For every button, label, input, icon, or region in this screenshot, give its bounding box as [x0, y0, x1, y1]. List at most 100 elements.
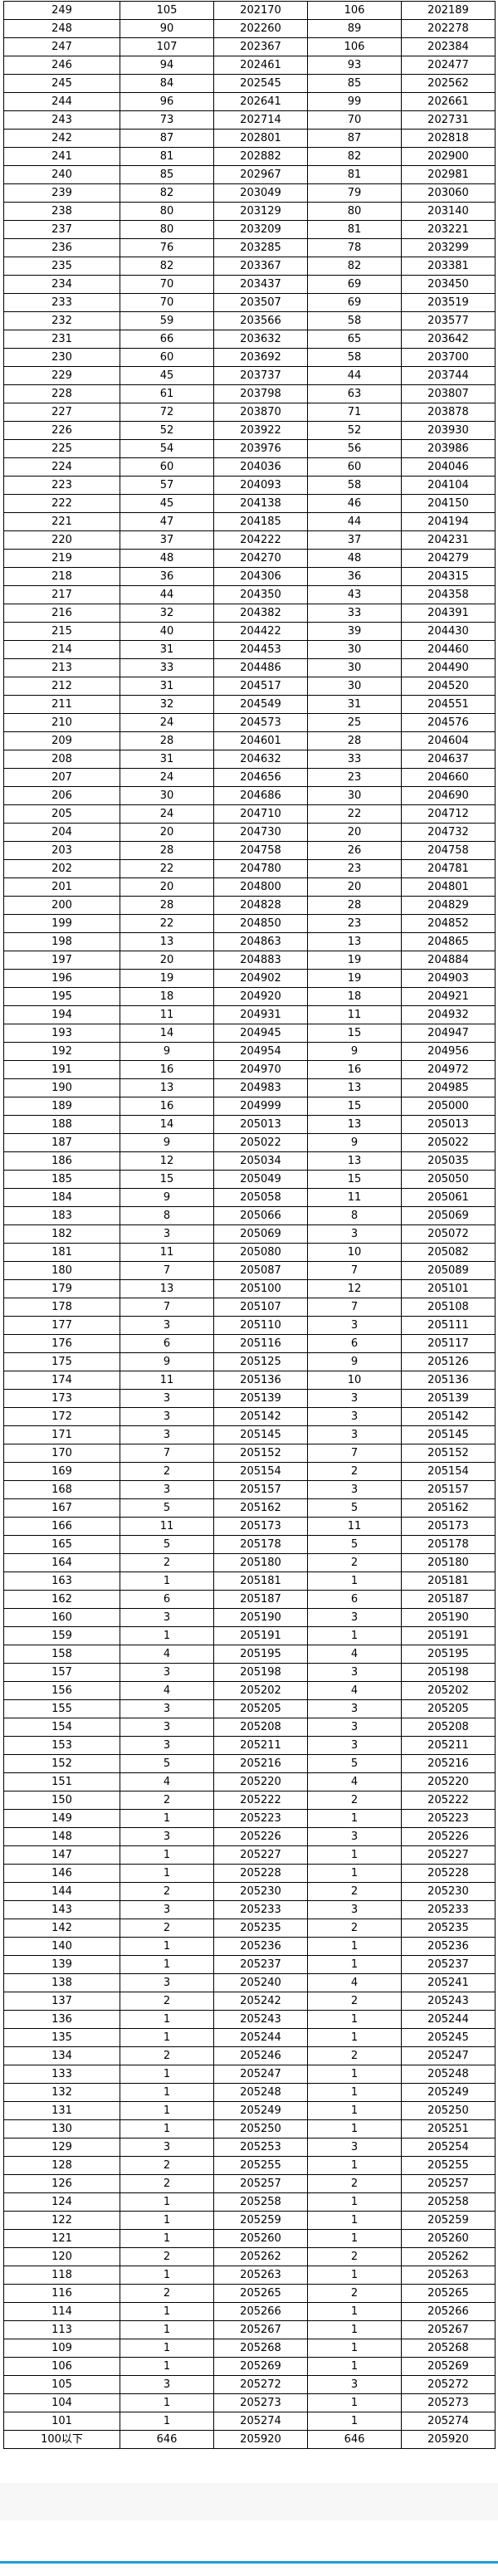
score-cell: 182	[3, 1224, 120, 1244]
table-row: 240 85 202967 81 202981	[3, 165, 496, 184]
score-cell: 196	[3, 969, 120, 988]
count-cell-2: 48	[307, 549, 402, 568]
cumulative-cell-1: 202170	[213, 1, 308, 20]
count-cell-2: 7	[307, 1261, 402, 1280]
count-cell-1: 2	[120, 1791, 214, 1810]
cumulative-cell-2: 205162	[401, 1498, 496, 1518]
count-cell-2: 18	[307, 987, 402, 1006]
count-cell-2: 69	[307, 275, 402, 294]
score-cell: 220	[3, 530, 120, 550]
cumulative-cell-2: 202189	[401, 1, 496, 20]
cumulative-cell-2: 205136	[401, 1371, 496, 1390]
count-cell-2: 3	[307, 1407, 402, 1426]
score-cell: 118	[3, 2266, 120, 2285]
table-row: 171 3 205145 3 205145	[3, 1425, 496, 1444]
table-row: 239 82 203049 79 203060	[3, 183, 496, 203]
table-row: 144 2 205230 2 205230	[3, 1882, 496, 1901]
table-row: 175 9 205125 9 205126	[3, 1352, 496, 1371]
cumulative-cell-1: 205222	[213, 1791, 308, 1810]
count-cell-2: 44	[307, 512, 402, 531]
count-cell-2: 3	[307, 1389, 402, 1408]
table-row: 186 12 205034 13 205035	[3, 1151, 496, 1171]
count-cell-2: 1	[307, 2028, 402, 2047]
score-cell: 240	[3, 165, 120, 184]
score-cell: 137	[3, 1992, 120, 2011]
table-row: 179 13 205100 12 205101	[3, 1279, 496, 1298]
cumulative-cell-2: 204660	[401, 768, 496, 787]
count-cell-2: 15	[307, 1024, 402, 1043]
cumulative-cell-1: 204093	[213, 476, 308, 495]
table-row: 104 1 205273 1 205273	[3, 2393, 496, 2412]
table-row: 201 20 204800 20 204801	[3, 877, 496, 897]
cumulative-cell-1: 204883	[213, 951, 308, 970]
cumulative-cell-2: 205050	[401, 1170, 496, 1189]
count-cell-1: 1	[120, 1572, 214, 1591]
count-cell-1: 1	[120, 1937, 214, 1956]
table-row: 155 3 205205 3 205205	[3, 1699, 496, 1718]
count-cell-1: 36	[120, 567, 214, 586]
count-cell-2: 58	[307, 311, 402, 330]
table-row: 238 80 203129 80 203140	[3, 202, 496, 221]
cumulative-cell-2: 205227	[401, 1845, 496, 1865]
cumulative-cell-1: 204036	[213, 457, 308, 477]
cumulative-cell-1: 204270	[213, 549, 308, 568]
table-row: 160 3 205190 3 205190	[3, 1608, 496, 1627]
score-cell: 199	[3, 914, 120, 933]
cumulative-cell-1: 202641	[213, 92, 308, 111]
count-cell-2: 43	[307, 585, 402, 604]
cumulative-cell-2: 205259	[401, 2211, 496, 2230]
count-cell-2: 56	[307, 439, 402, 458]
cumulative-cell-2: 205205	[401, 1699, 496, 1718]
count-cell-2: 23	[307, 768, 402, 787]
count-cell-1: 1	[120, 2266, 214, 2285]
score-cell: 135	[3, 2028, 120, 2047]
count-cell-2: 1	[307, 2065, 402, 2084]
cumulative-cell-2: 204358	[401, 585, 496, 604]
score-cell: 116	[3, 2284, 120, 2303]
score-cell: 170	[3, 1444, 120, 1463]
count-cell-1: 2	[120, 1462, 214, 1481]
cumulative-cell-2: 205269	[401, 2357, 496, 2376]
count-cell-2: 1	[307, 2156, 402, 2175]
count-cell-1: 1	[120, 2010, 214, 2029]
table-row: 149 1 205223 1 205223	[3, 1809, 496, 1828]
cumulative-cell-2: 205082	[401, 1243, 496, 1262]
count-cell-2: 30	[307, 786, 402, 805]
score-cell: 215	[3, 622, 120, 641]
cumulative-cell-2: 205089	[401, 1261, 496, 1280]
count-cell-2: 106	[307, 37, 402, 56]
count-cell-1: 20	[120, 951, 214, 970]
score-cell: 185	[3, 1170, 120, 1189]
cumulative-cell-1: 205267	[213, 2320, 308, 2339]
count-cell-1: 9	[120, 1352, 214, 1371]
table-row: 231 66 203632 65 203642	[3, 330, 496, 349]
count-cell-1: 3	[120, 1608, 214, 1627]
cumulative-cell-2: 205022	[401, 1133, 496, 1152]
count-cell-2: 1	[307, 1809, 402, 1828]
count-cell-1: 14	[120, 1024, 214, 1043]
table-row: 191 16 204970 16 204972	[3, 1060, 496, 1079]
cumulative-cell-1: 204828	[213, 896, 308, 915]
cumulative-cell-2: 205152	[401, 1444, 496, 1463]
score-cell: 152	[3, 1754, 120, 1773]
count-cell-1: 3	[120, 1699, 214, 1718]
count-cell-2: 46	[307, 494, 402, 513]
cumulative-cell-2: 203519	[401, 293, 496, 312]
table-row: 203 28 204758 26 204758	[3, 841, 496, 860]
table-row: 223 57 204093 58 204104	[3, 476, 496, 495]
count-cell-2: 30	[307, 658, 402, 677]
score-cell: 225	[3, 439, 120, 458]
score-cell: 235	[3, 257, 120, 276]
table-row: 130 1 205250 1 205251	[3, 2119, 496, 2139]
score-cell: 194	[3, 1005, 120, 1024]
table-row: 131 1 205249 1 205250	[3, 2101, 496, 2120]
score-cell: 193	[3, 1024, 120, 1043]
footer-band	[0, 2483, 498, 2520]
count-cell-1: 31	[120, 750, 214, 769]
table-row: 122 1 205259 1 205259	[3, 2211, 496, 2230]
table-row: 174 11 205136 10 205136	[3, 1371, 496, 1390]
count-cell-1: 7	[120, 1444, 214, 1463]
count-cell-2: 1	[307, 2119, 402, 2139]
count-cell-2: 9	[307, 1042, 402, 1061]
count-cell-2: 1	[307, 2339, 402, 2358]
